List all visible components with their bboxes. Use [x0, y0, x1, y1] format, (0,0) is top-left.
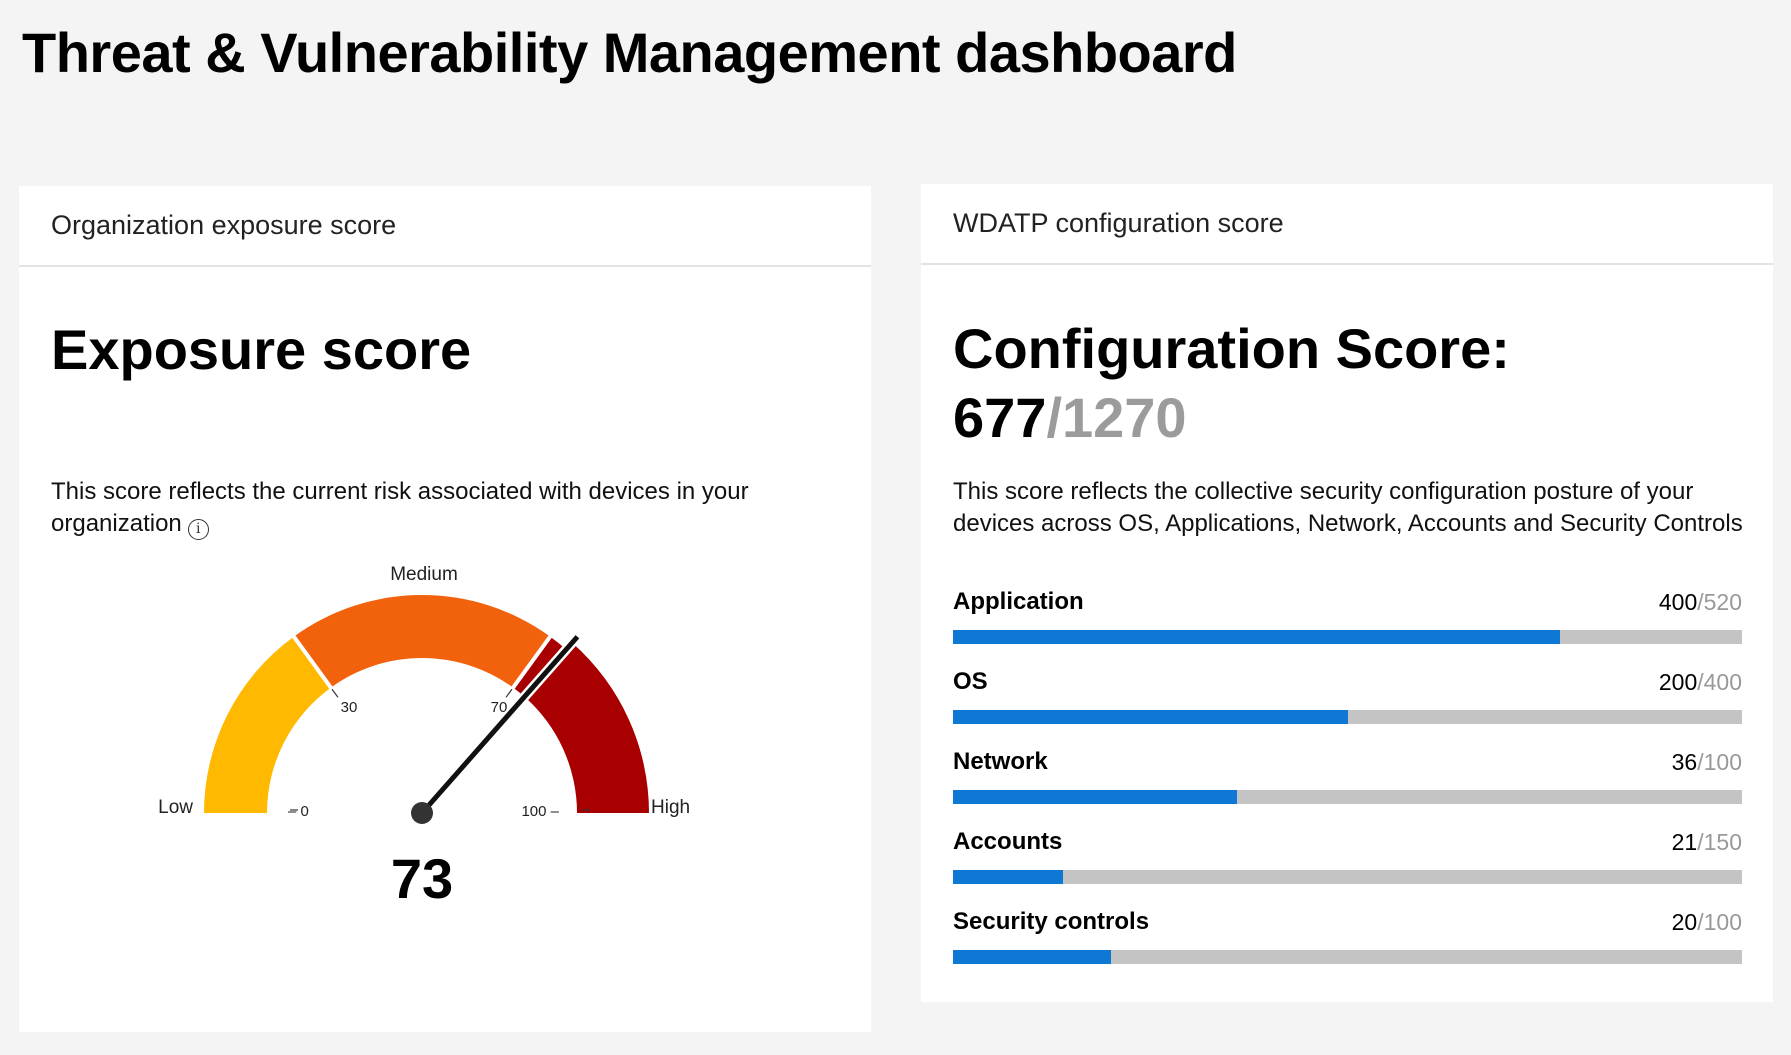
configuration-score-value: 677/1270	[953, 384, 1187, 452]
metric-max: /100	[1697, 909, 1742, 935]
gauge-tick-30: 30	[341, 699, 358, 716]
configuration-score-title: Configuration Score:	[953, 317, 1510, 380]
gauge-needle-line	[420, 635, 580, 815]
gauge-tick-0: – 0	[288, 803, 309, 820]
metric-max: /400	[1697, 669, 1742, 695]
metric-bar-track	[953, 630, 1742, 644]
gauge-separator-70	[510, 634, 553, 690]
metric-row: Application 400/520	[953, 587, 1742, 647]
metric-max: /100	[1697, 749, 1742, 775]
metric-max: /520	[1697, 589, 1742, 615]
metric-label: Security controls	[953, 908, 1150, 935]
gauge-needle-hub	[411, 802, 433, 824]
gauge-tick-100: 100 –	[521, 803, 559, 820]
metric-bar-track	[953, 870, 1742, 884]
metric-value: 200/400	[1659, 667, 1742, 697]
metric-bar-track	[953, 790, 1742, 804]
gauge-tick-70: 70	[491, 699, 508, 716]
gauge-ticks	[290, 688, 590, 811]
exposure-score-title: Exposure score	[51, 318, 472, 381]
metric-value: 400/520	[1659, 587, 1742, 617]
metric-bar-track	[953, 950, 1742, 964]
gauge-segment-0	[204, 636, 331, 813]
metric-score: 20	[1671, 909, 1698, 935]
gauge-label-high: High	[651, 797, 690, 818]
metric-bar-fill	[953, 710, 1348, 724]
metric-label: Accounts	[953, 828, 1063, 855]
configuration-score-card: WDATP configuration score Configuration …	[921, 184, 1773, 1002]
gauge-tickmark-30	[331, 688, 339, 698]
metric-row: OS 200/400	[953, 667, 1742, 727]
config-score-max: /1270	[1046, 386, 1187, 449]
metric-value: 36/100	[1672, 747, 1742, 777]
gauge-segment-high-upper	[524, 642, 649, 813]
metric-label: Network	[953, 748, 1048, 775]
gauge-segment-1	[293, 595, 551, 688]
exposure-description-text: This score reflects the current risk ass…	[51, 478, 749, 537]
exposure-card-header: Organization exposure score	[19, 186, 871, 267]
metric-score: 36	[1671, 749, 1698, 775]
config-card-header: WDATP configuration score	[921, 184, 1773, 265]
gauge-value: 73	[391, 847, 453, 910]
configuration-score-description: This score reflects the collective secur…	[953, 478, 1743, 537]
gauge-tickmark-70	[505, 688, 513, 698]
gauge-separator-30	[291, 634, 334, 690]
gauge-segment-high-lower	[513, 636, 567, 697]
metric-row: Security controls 20/100	[953, 907, 1742, 967]
exposure-score-card: Organization exposure score Exposure sco…	[19, 186, 871, 1032]
exposure-score-description: This score reflects the current risk ass…	[51, 476, 781, 540]
metric-max: /150	[1697, 829, 1742, 855]
metric-row: Network 36/100	[953, 747, 1742, 807]
metric-score: 21	[1671, 829, 1698, 855]
metric-label: OS	[953, 668, 988, 695]
metric-bar-fill	[953, 630, 1560, 644]
metric-value: 21/150	[1672, 827, 1742, 857]
gauge-needle	[411, 633, 582, 824]
metric-score: 200	[1658, 669, 1698, 695]
page-title: Threat & Vulnerability Management dashbo…	[22, 21, 1237, 84]
info-icon[interactable]: i	[187, 519, 209, 540]
exposure-gauge: Medium Low High – 0 30 70 100 – 73	[158, 564, 690, 910]
metric-bar-fill	[953, 870, 1064, 884]
metric-bar-track	[953, 710, 1742, 724]
metric-score: 400	[1658, 589, 1698, 615]
config-score: 677	[953, 386, 1047, 449]
metric-label: Application	[953, 588, 1084, 615]
gauge-label-low: Low	[158, 797, 193, 818]
metric-row: Accounts 21/150	[953, 827, 1742, 887]
gauge-segments	[204, 595, 649, 813]
metric-bar-fill	[953, 950, 1111, 964]
metric-value: 20/100	[1672, 907, 1742, 937]
metric-bar-fill	[953, 790, 1238, 804]
gauge-label-medium: Medium	[390, 564, 458, 585]
